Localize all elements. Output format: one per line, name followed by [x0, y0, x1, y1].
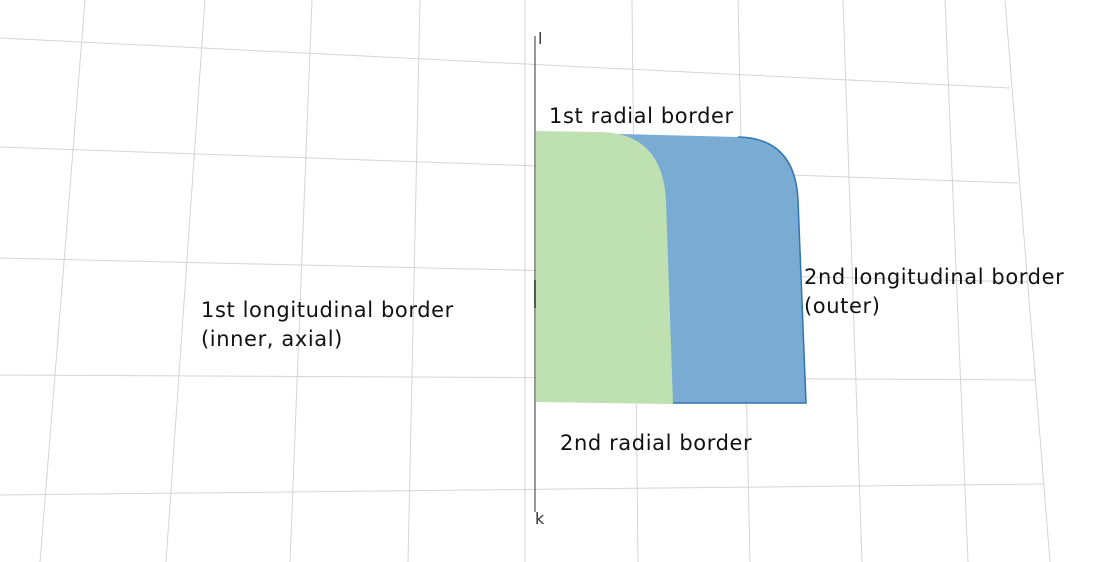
first-longitudinal-line-1: 1st longitudinal border [201, 298, 454, 322]
first-longitudinal-border-label: 1st longitudinal border (inner, axial) [201, 296, 454, 354]
grid-line [0, 37, 1011, 89]
grid-line [944, 0, 969, 562]
grid-line [0, 146, 1019, 184]
grid-line [407, 0, 421, 562]
second-longitudinal-line-2: (outer) [804, 294, 881, 318]
second-longitudinal-border-label: 2nd longitudinal border (outer) [804, 263, 1064, 321]
outer-region-edge [673, 136, 807, 404]
grid-line [0, 483, 1045, 496]
first-longitudinal-line-2: (inner, axial) [201, 327, 343, 351]
first-radial-border-label: 1st radial border [549, 104, 734, 128]
grid-line [165, 0, 206, 562]
axis-label-bottom: k [535, 509, 545, 528]
grid-line [39, 0, 86, 562]
axis-label-top: l [538, 29, 543, 48]
grid-line [842, 0, 863, 562]
second-radial-border-label: 2nd radial border [560, 431, 753, 455]
inner-region-shape [536, 131, 673, 404]
grid-line [289, 0, 313, 562]
grid-line [0, 257, 1029, 283]
second-longitudinal-line-1: 2nd longitudinal border [804, 265, 1065, 289]
grid-line [1004, 0, 1051, 562]
grid-line [0, 374, 1037, 381]
